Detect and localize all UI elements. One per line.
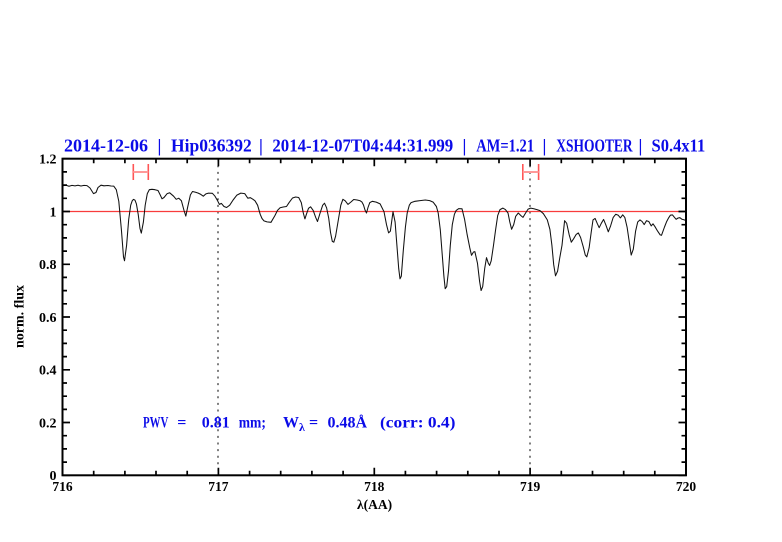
svg-text:0.4: 0.4 [39,364,57,379]
svg-text:0.2: 0.2 [39,416,57,431]
svg-text:Wλ: Wλ [283,415,305,435]
svg-text:=: = [309,415,318,432]
svg-text:717: 717 [208,479,229,494]
svg-text:(corr: 0.4): (corr: 0.4) [380,413,455,431]
svg-text:|: | [259,136,263,156]
svg-text:719: 719 [520,479,541,494]
svg-text:0.6: 0.6 [39,311,57,326]
svg-text:1: 1 [50,205,57,220]
svg-text:|: | [639,136,643,156]
svg-text:S0.4x11: S0.4x11 [652,136,706,156]
svg-text:Hip036392: Hip036392 [171,136,252,156]
svg-text:λ(AA): λ(AA) [357,497,392,512]
svg-text:0.81: 0.81 [202,415,230,432]
svg-text:720: 720 [676,479,697,494]
svg-text:AM=1.21: AM=1.21 [476,137,534,155]
svg-text:0: 0 [50,469,57,484]
svg-text:XSHOOTER: XSHOOTER [556,137,633,156]
svg-text:norm. flux: norm. flux [13,285,28,348]
svg-text:2014-12-07T04:44:31.999: 2014-12-07T04:44:31.999 [272,136,453,155]
svg-text:1.2: 1.2 [39,153,57,168]
svg-text:|: | [543,136,547,156]
svg-text:716: 716 [52,479,73,494]
svg-text:PWV: PWV [143,413,168,431]
svg-text:mm;: mm; [239,415,266,432]
svg-text:0.8: 0.8 [39,258,57,273]
svg-text:2014-12-06: 2014-12-06 [64,136,148,156]
svg-text:|: | [463,136,467,156]
svg-text:|: | [158,136,162,156]
svg-text:0.48Å: 0.48Å [328,414,368,432]
svg-text:=: = [177,415,186,432]
svg-text:718: 718 [364,479,385,494]
